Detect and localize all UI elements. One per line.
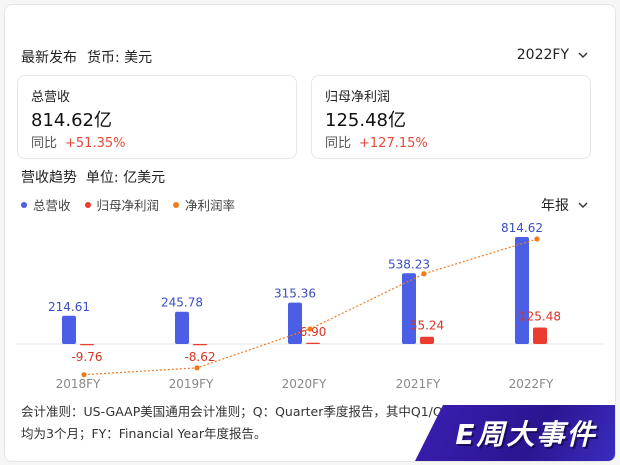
net-profit-yoy-value: +127.15% — [359, 136, 428, 151]
legend-label: 归母净利润 — [96, 198, 160, 213]
latest-release-title: 最新发布 — [21, 50, 77, 66]
chevron-down-icon — [578, 52, 588, 58]
net-profit-bar — [306, 342, 320, 344]
net-margin-line — [83, 238, 538, 376]
net-profit-bar — [193, 344, 207, 346]
x-axis-tick-label: 2021FY — [396, 377, 441, 391]
chart-legend: 总营收 归母净利润 净利润率 — [21, 195, 235, 214]
revenue-yoy: 同比 +51.35% — [31, 132, 125, 151]
trend-unit: 单位: 亿美元 — [85, 170, 166, 186]
yoy-label: 同比 — [325, 136, 352, 151]
x-axis-tick-label: 2020FY — [282, 377, 327, 391]
chevron-down-icon — [578, 202, 588, 208]
revenue-data-label: 315.36 — [274, 287, 316, 301]
revenue-label: 总营收 — [31, 90, 71, 105]
revenue-trend-title: 营收趋势 单位: 亿美元 — [21, 167, 165, 187]
revenue-bar — [402, 273, 416, 344]
legend-item-net-profit[interactable]: 归母净利润 — [84, 195, 160, 214]
net-margin-point — [194, 365, 200, 371]
net-margin-point — [421, 271, 427, 277]
revenue-data-label: 214.61 — [48, 300, 90, 314]
revenue-data-label: 814.62 — [501, 221, 543, 235]
revenue-bar — [288, 302, 302, 344]
legend-item-margin[interactable]: 净利润率 — [173, 195, 235, 214]
legend-label: 净利润率 — [185, 198, 236, 213]
legend-dot-icon — [84, 201, 91, 208]
revenue-bar — [515, 237, 529, 344]
net-profit-value: 125.48亿 — [325, 110, 406, 131]
revenue-bar — [62, 315, 76, 344]
x-axis-tick-label: 2018FY — [56, 377, 101, 391]
revenue-trend-chart: 214.61 -9.76 2018FY 245.78 -8.62 2019FY 315.36… — [17, 221, 603, 391]
net-profit-data-label: -9.76 — [71, 350, 102, 364]
period-value: 年报 — [541, 198, 569, 214]
net-profit-data-label: -8.62 — [184, 350, 215, 364]
trend-title: 营收趋势 — [21, 170, 77, 186]
revenue-value: 814.62亿 — [31, 110, 112, 131]
x-axis-tick-label: 2019FY — [169, 377, 214, 391]
finance-panel: 最新发布 货币: 美元 2022FY 总营收 814.62亿 同比 +51.35%… — [4, 4, 616, 462]
e-weekly-events-logo: E周大事件 — [415, 405, 615, 461]
net-profit-card[interactable]: 归母净利润 125.48亿 同比 +127.15% — [311, 75, 591, 159]
net-profit-bar — [80, 344, 94, 346]
fiscal-year-value: 2022FY — [516, 47, 569, 63]
legend-dot-icon — [173, 201, 180, 208]
legend-label: 总营收 — [33, 198, 71, 213]
net-profit-data-label: 55.24 — [410, 319, 444, 333]
net-profit-label: 归母净利润 — [325, 90, 391, 105]
net-profit-data-label: 6.90 — [300, 325, 327, 339]
badge-text: E周大事件 — [455, 418, 597, 451]
net-profit-data-label: 125.48 — [519, 310, 561, 324]
net-profit-bar — [533, 327, 547, 344]
net-profit-bar — [420, 336, 434, 344]
net-profit-yoy: 同比 +127.15% — [325, 132, 428, 151]
net-margin-point — [307, 326, 313, 332]
revenue-card[interactable]: 总营收 814.62亿 同比 +51.35% — [17, 75, 297, 159]
revenue-data-label: 245.78 — [161, 296, 203, 310]
fiscal-year-dropdown[interactable]: 2022FY — [517, 47, 589, 63]
legend-item-revenue[interactable]: 总营收 — [21, 195, 71, 214]
revenue-bar — [175, 311, 189, 344]
revenue-data-label: 538.23 — [388, 257, 430, 271]
net-margin-point — [81, 372, 87, 378]
revenue-yoy-value: +51.35% — [65, 136, 126, 151]
currency-label: 货币: 美元 — [87, 50, 153, 66]
x-axis-tick-label: 2022FY — [509, 377, 554, 391]
period-dropdown[interactable]: 年报 — [541, 195, 589, 215]
yoy-label: 同比 — [31, 136, 58, 151]
legend-dot-icon — [21, 201, 27, 208]
net-margin-point — [534, 236, 540, 242]
